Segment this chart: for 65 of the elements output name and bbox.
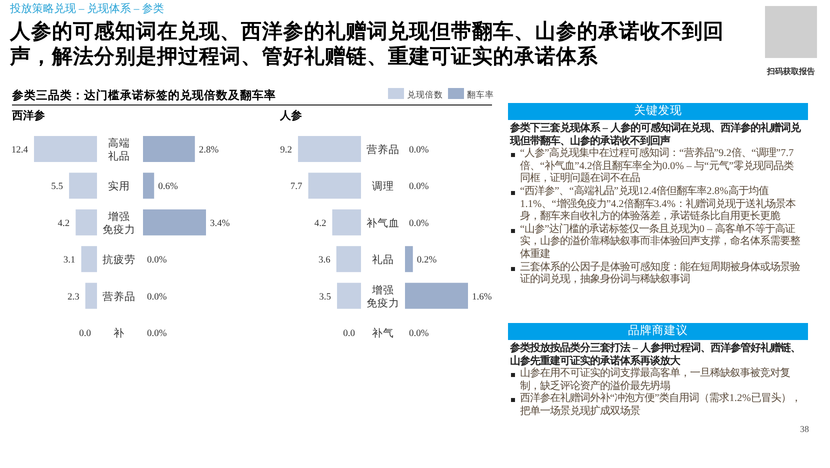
data-label: 0.0% [147,292,167,302]
y-tick-label: 补气血 [366,216,400,230]
data-label: 9.2 [280,146,292,156]
y-tick-label: 调理 [372,180,394,193]
text: 西洋参在礼赠词外补“冲泡方便”类自用词（需求1.2%已冒头），把单一场景兑现扩成双场景 [520,393,801,417]
data-label: 3.1 [63,256,76,266]
data-label: 0.2% [416,256,437,266]
y-tick-label: 实用 [108,180,130,193]
text: 参类投放按品类分三套打法 – 人参押过程词、西洋参管好礼赠链、山参先重建可证实的承诺体系再谈放大 [510,343,802,367]
data-label: 4.2 [58,218,70,229]
data-label: 2.8% [198,146,219,156]
bar [81,246,97,272]
text: 投放策略兑现 – 兑现体系 – 参类 [10,2,164,16]
data-label: 3.6 [318,256,331,266]
bar [85,282,97,309]
chart-subtitle: 人参 [279,109,302,122]
y-tick-label: 补 [114,326,124,340]
legend-label: 兑现倍数 [407,90,443,100]
data-label: 2.3 [67,292,80,302]
data-label: 1.6% [472,292,492,302]
text: 扫码获取报告 [766,66,816,77]
y-tick-label: 抗疲劳 [102,253,136,266]
y-tick-label: 高端礼品 [108,136,130,162]
text: “山参”达门槛的承诺标签仅一条且兑现为0 – 高客单不等于高证实，山参的溢价靠稀缺叙事而非体验回声支撑，命名体系需要整体重建 [520,224,800,260]
data-label: 0.0% [147,256,167,266]
y-tick-label: 增强免疫力 [102,210,136,236]
text: 三套体系的公因子是体验可感知度：能在短周期被身体或场景验证的词兑现，抽象身份词与稀缺叙事词 [520,262,800,286]
bar [308,172,361,199]
legend-label: 翻车率 [467,90,494,100]
data-label: 5.5 [51,182,64,192]
data-label: 0.0% [409,146,429,156]
text: “人参”高兑现集中在过程可感知词：“营养品”9.2倍、“调理”7.7倍、“补气血”4.2倍且翻车率全为0.0% – 与“元气”零兑现同品类同框，证明问题在词不在品 [520,148,794,184]
bar [298,136,361,162]
text: 参类三品类：达门槛承诺标签的兑现倍数及翻车率 [11,88,276,102]
data-label: 3.4% [210,218,230,229]
text: 38 [800,424,809,434]
data-label: 12.4 [11,146,28,156]
data-label: 7.7 [290,182,303,192]
chart-subtitle: 西洋参 [11,109,45,122]
bar [69,172,97,199]
data-label: 0.0% [409,329,429,339]
y-tick-label: 补气 [372,326,394,340]
text: 参类下三套兑现体系 – 人参的可感知词在兑现、西洋参的礼赠词兑现但带翻车、山参的承诺收不到回声 [510,123,802,147]
y-tick-label: 营养品 [366,143,400,156]
data-label: 0.0% [409,182,429,192]
text: 品牌商建议 [508,323,808,340]
bar [332,209,361,236]
y-tick-label: 礼品 [372,253,394,266]
text: 关键发现 [508,103,808,120]
text: 山参在用不可证实的词支撑最高客单，一旦稀缺叙事被竞对复制，缺乏评论资产的溢价最先坍塌 [520,368,790,392]
data-label: 0.0 [343,329,356,339]
data-label: 0.6% [158,182,178,192]
bar [34,136,97,162]
y-tick-label: 增强免疫力 [366,284,400,310]
data-label: 3.5 [319,292,332,302]
bar [337,282,361,309]
data-label: 0.0% [409,218,429,229]
bar [76,209,97,236]
data-label: 0.0 [79,329,92,339]
text: 人参的可感知词在兑现、西洋参的礼赠词兑现但带翻车、山参的承诺收不到回声，解法分别是押过程词、管好礼赠链、重建可证实的承诺体系 [10,20,725,70]
text: “西洋参”、“高端礼品”兑现12.4倍但翻车率2.8%高于均值1.1%、“增强免疫力”4.2倍翻车3.4%：礼赠词兑现于送礼场景本身，翻车来自收礼方的体验落差，承诺链条比自用更长更脆 [520,186,796,222]
data-label: 4.2 [314,218,326,229]
data-label: 0.0% [147,329,167,339]
y-tick-label: 营养品 [102,290,136,303]
bar [336,246,361,272]
